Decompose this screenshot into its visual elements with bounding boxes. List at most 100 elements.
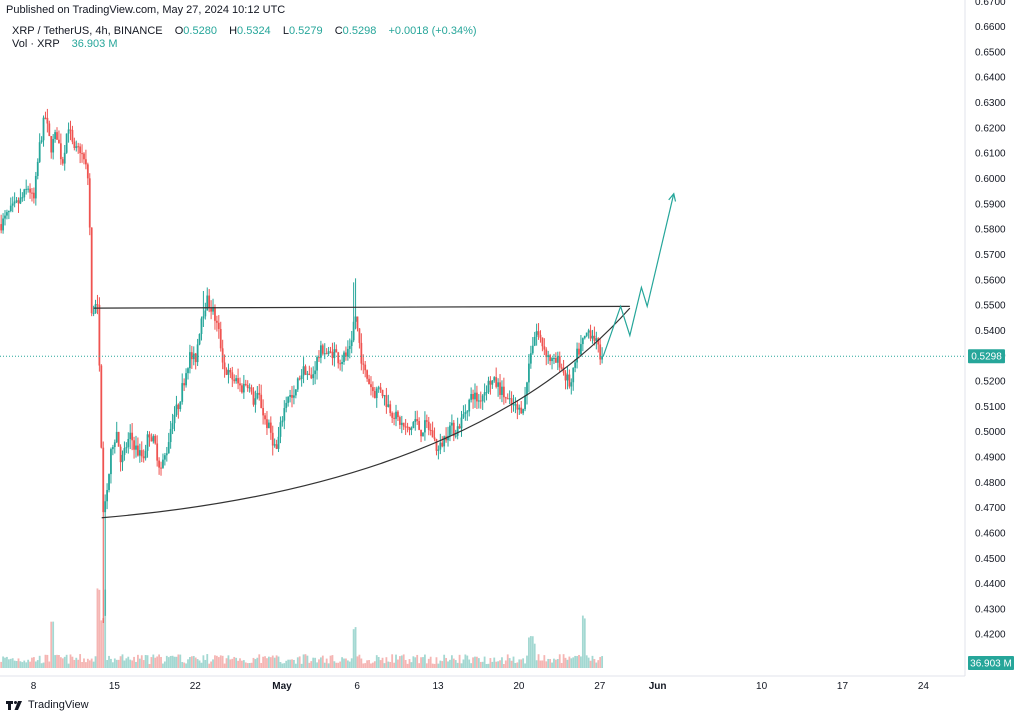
candle	[275, 439, 278, 450]
volume-bar	[221, 655, 224, 668]
volume-bar	[481, 661, 484, 668]
candle	[506, 393, 509, 400]
candle	[210, 300, 213, 320]
candle-body	[587, 330, 590, 333]
volume-bar	[524, 663, 526, 668]
volume-bar	[350, 658, 353, 668]
candle-body	[383, 395, 386, 397]
support-curve[interactable]	[101, 307, 631, 519]
candle-body	[466, 411, 469, 413]
volume-bar	[345, 658, 347, 668]
candle	[558, 351, 561, 373]
volume-bar	[167, 657, 170, 668]
candle-body	[323, 353, 326, 355]
candle	[360, 333, 363, 371]
volume-bar	[504, 660, 507, 668]
candle-body	[113, 442, 116, 448]
candle-body	[422, 432, 424, 437]
volume-bar	[196, 659, 199, 668]
candle	[319, 340, 322, 364]
candle	[410, 426, 413, 436]
volume-bar	[566, 659, 569, 668]
candle-body	[52, 138, 55, 153]
candle-body	[441, 442, 444, 447]
candle-body	[518, 407, 521, 410]
candle-body	[267, 422, 270, 429]
candle-body	[212, 306, 214, 312]
time-tick-label: 27	[594, 681, 606, 692]
candle-body	[298, 378, 301, 380]
candle	[252, 387, 255, 407]
candle-body	[318, 357, 320, 359]
candle	[29, 183, 31, 199]
volume-bar	[100, 620, 103, 668]
candle	[345, 346, 347, 361]
candle-body	[431, 430, 434, 438]
volume-bar	[254, 659, 257, 668]
resistance-line[interactable]	[93, 305, 630, 309]
projection-arrowhead-icon	[668, 192, 677, 202]
volume-bar	[443, 654, 446, 668]
volume-bar	[321, 655, 324, 668]
candle	[445, 427, 447, 443]
candle	[92, 305, 95, 317]
time-axis[interactable]: 8 15 22 May 6 13 20 27 Jun 10 17 24	[31, 681, 930, 692]
footer-brand-name: TradingView	[28, 699, 89, 711]
candle	[192, 346, 195, 366]
candle-body	[345, 352, 347, 357]
candle	[316, 355, 318, 380]
candle-body	[424, 420, 426, 433]
candle	[412, 420, 415, 429]
volume-bar	[531, 636, 534, 668]
candle-body	[520, 407, 523, 414]
candle-body	[339, 363, 342, 365]
candle-body	[472, 393, 474, 400]
candle	[296, 377, 299, 392]
candle	[46, 108, 49, 133]
volume-bar	[23, 660, 26, 668]
volume-bar	[212, 659, 214, 668]
candle	[483, 383, 486, 403]
candle-body	[154, 435, 157, 444]
candle	[346, 340, 349, 361]
candle-body	[33, 192, 35, 199]
candle	[308, 365, 311, 376]
price-axis[interactable]: 0.6700 0.6600 0.6500 0.6400 0.6300 0.6200 0.61…	[975, 0, 1006, 666]
candle	[198, 333, 201, 346]
projection-path[interactable]	[602, 193, 675, 357]
candle	[518, 404, 521, 415]
candle-body	[250, 387, 253, 392]
volume-bar	[21, 662, 24, 668]
symbol-title[interactable]: XRP / TetherUS, 4h, BINANCE	[12, 25, 163, 37]
price-tick-label: 0.6200	[975, 123, 1006, 134]
tradingview-logo-icon	[6, 701, 22, 710]
candle	[119, 444, 122, 472]
candle-body	[312, 374, 315, 379]
candle-body	[231, 372, 234, 380]
candle-body	[375, 388, 378, 399]
candle-body	[589, 330, 592, 339]
candle	[167, 432, 170, 454]
candle-body	[406, 426, 409, 428]
volume-bar	[241, 660, 243, 668]
candle-body	[437, 449, 440, 451]
volume-bar	[7, 659, 10, 668]
volume-bar	[533, 643, 536, 668]
candle-body	[223, 362, 226, 370]
low-label: L	[282, 25, 289, 37]
candle	[142, 449, 145, 463]
candle-body	[329, 351, 332, 353]
candle-body	[185, 373, 187, 386]
candle	[83, 152, 85, 165]
price-tick-label: 0.6700	[975, 0, 1006, 8]
volume-label[interactable]: Vol · XRP	[12, 38, 60, 50]
volume-bar	[138, 658, 141, 668]
candle	[146, 430, 149, 458]
candle	[63, 144, 66, 171]
volume-bar	[146, 655, 149, 668]
candle-body	[370, 384, 372, 388]
candle-body	[7, 211, 10, 213]
candle-body	[142, 456, 145, 459]
candle	[140, 441, 143, 463]
